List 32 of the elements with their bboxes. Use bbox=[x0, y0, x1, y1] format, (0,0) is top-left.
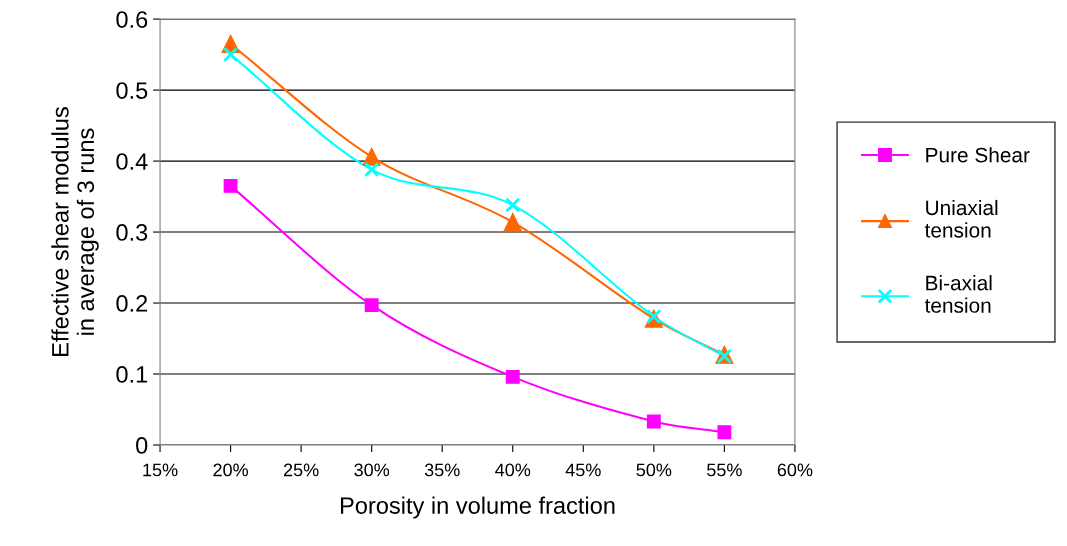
x-tick-label: 35% bbox=[424, 463, 460, 477]
x-tick-label: 15% bbox=[143, 463, 178, 477]
point bbox=[646, 414, 661, 429]
legend-label: Pure Shear bbox=[926, 147, 1030, 163]
x-tick-label: 30% bbox=[354, 463, 390, 477]
y-tick-label: 0.5 bbox=[116, 82, 148, 99]
point bbox=[364, 161, 380, 178]
y-tick-label: 0.2 bbox=[116, 295, 148, 312]
x-tick-label: 25% bbox=[283, 463, 319, 477]
point bbox=[505, 197, 521, 213]
x-tick-label: 60% bbox=[777, 463, 813, 477]
x-tick-label: 40% bbox=[495, 463, 531, 477]
point bbox=[503, 213, 522, 232]
point bbox=[505, 369, 520, 384]
x-tick-label: 55% bbox=[707, 463, 742, 477]
y-tick-label: 0.6 bbox=[116, 11, 148, 28]
x-axis-title: Porosity in volume fraction bbox=[340, 496, 615, 519]
x-tick-label: 50% bbox=[636, 463, 672, 477]
x-tick-label: 20% bbox=[213, 463, 249, 477]
point bbox=[362, 147, 381, 166]
y-tick-label: 0.1 bbox=[116, 366, 148, 383]
point bbox=[223, 178, 238, 193]
y-axis-title: Effective shear modulus in average of 3 runs bbox=[51, 107, 99, 356]
y-tick-label: 0 bbox=[136, 437, 148, 454]
legend-label: Uniaxial tension bbox=[924, 199, 998, 238]
legend-label: Bi-axial tension bbox=[924, 275, 992, 313]
y-tick-label: 0.3 bbox=[116, 224, 148, 241]
x-tick-label: 45% bbox=[565, 463, 601, 477]
point bbox=[364, 298, 379, 313]
y-tick-label: 0.4 bbox=[116, 153, 148, 170]
point bbox=[222, 46, 239, 63]
point bbox=[717, 425, 732, 440]
